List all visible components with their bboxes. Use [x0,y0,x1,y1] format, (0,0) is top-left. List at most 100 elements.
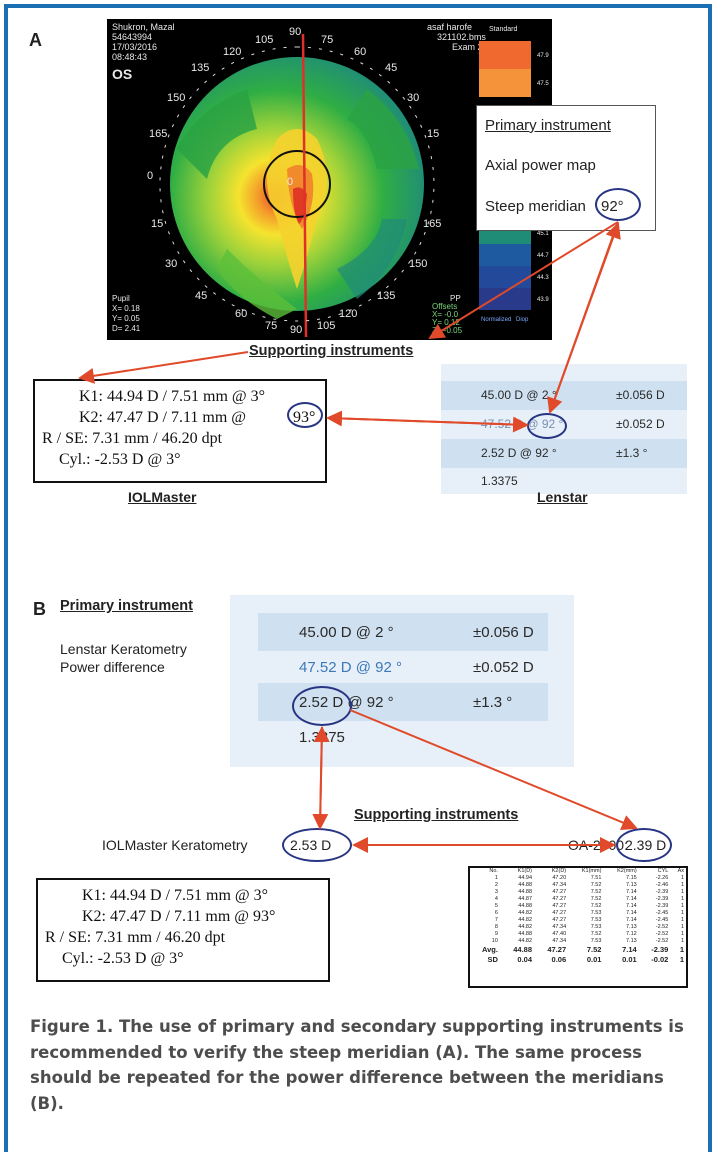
table-cell: 7.14 [625,889,637,895]
arrow-meridian-to-supporting [428,221,619,340]
lenstar-row1-right-a: ±0.056 D [616,388,665,402]
table-row: 8 44.82 47.34 7.53 7.13 -2.52 1 [470,924,686,931]
lenstar-label-a: Lenstar [537,489,588,505]
iolmaster-rse-a: R / SE: 7.31 mm / 46.20 dpt [42,430,223,447]
table-cell: 7.14 [625,917,637,923]
table-cell: 1 [680,889,684,895]
patient-id: 54643994 [112,32,152,42]
steep-meridian-line [301,33,308,338]
table-cell: 7 [494,917,498,923]
angle-label: 15 [151,218,163,230]
lenstar-row2-right-a: ±0.052 D [616,417,665,431]
table-cell: 7.51 [590,875,602,881]
table-cell: 44.82 [518,917,533,923]
table-cell: 7.12 [625,931,637,937]
arrow-supporting-to-iolmaster [78,351,249,384]
arrow-iolmaster-to-lenstar [327,416,529,433]
table-row: 9 44.88 47.40 7.52 7.12 -2.52 1 [470,931,686,938]
table-cell: 47.34 [552,882,567,888]
scale-value-1: 47.5 [537,81,549,87]
lenstar-panel-a: 45.00 D @ 2 ° ±0.056 D 47.52 D @ 92 ° ±0… [441,364,687,494]
table-cell: -2.39 [655,889,669,895]
table-cell: 1 [680,931,684,937]
steep-meridian-label: Steep meridian [485,198,586,215]
table-cell: 4 [494,896,498,902]
table-cell: 9 [494,931,498,937]
lenstar-row3-right-b: ±1.3 ° [473,694,513,711]
panel-b-letter: B [33,599,46,619]
table-cell: 1 [679,955,684,964]
table-cell: K2(D) [551,868,567,874]
table-cell: Ax [677,868,684,874]
primary-instrument-title: Primary instrument [485,117,611,134]
table-cell: 6 [494,910,498,916]
color-scale: Standard 47.9 47.5 45.1 44.7 44.3 43.9 N… [479,26,549,323]
table-cell: 44.88 [518,931,533,937]
table-row: 3 44.88 47.27 7.52 7.14 -2.39 1 [470,889,686,896]
angle-label: 45 [195,290,207,302]
table-cell: 44.82 [518,938,533,944]
exam-date: 17/03/2016 [112,42,157,52]
angle-label: 60 [354,46,366,58]
iolmaster-keratometry-label: IOLMaster Keratometry [102,837,248,853]
table-cell: 47.27 [552,896,567,902]
table-cell: 44.82 [518,924,533,930]
table-cell: 1 [680,910,684,916]
angle-label: 150 [167,92,185,104]
scale-footer-left: Normalized [481,317,511,323]
table-avg-row: Avg. 44.88 47.27 7.52 7.14 -2.39 1 [470,945,686,955]
scale-footer-right: Diop [516,317,529,323]
steep-meridian-circle [595,188,641,221]
table-cell: 47.27 [552,889,567,895]
pupil-label: Pupil [112,294,130,303]
table-cell: 44.88 [518,882,533,888]
patient-name: Shukron, Mazal [112,22,175,32]
lenstar-row2-right-b: ±0.052 D [473,659,534,676]
table-cell: 7.15 [625,875,637,881]
table-cell: 2 [494,882,498,888]
lenstar-row1-right-b: ±0.056 D [473,624,534,641]
angle-label: 120 [223,46,241,58]
scale-value-4: 44.3 [537,275,549,281]
table-cell: 7.52 [590,896,602,902]
table-cell: 10 [491,938,498,944]
table-cell: 7.14 [625,896,637,902]
table-cell: 1 [679,945,684,954]
angle-label: 150 [409,258,427,270]
table-header: No. K1(D) K2(D) K1(mm) K2(mm) CYL Ax [470,868,686,875]
iolmaster-k1-a: K1: 44.94 D / 7.51 mm @ 3° [79,388,266,405]
offset-z: Z= -0.05 [432,326,463,335]
axial-power-map-label: Axial power map [485,157,596,174]
pupil-d: D= 2.41 [112,324,141,333]
table-cell: 0.04 [517,955,533,964]
offset-y: Y= 0.12 [432,318,460,327]
angle-label: 135 [191,62,209,74]
angle-label: 30 [407,92,419,104]
oa2000-table-grid: No. K1(D) K2(D) K1(mm) K2(mm) CYL Ax 1 44.94 47.2… [470,868,686,965]
table-cell: -2.52 [655,931,669,937]
table-cell: 47.27 [552,903,567,909]
angle-label: 0 [147,170,153,182]
table-cell: 7.52 [586,945,602,954]
angle-label: 105 [255,34,273,46]
table-cell: K1(D) [517,868,533,874]
table-cell: 1 [680,924,684,930]
arrow-iolmaster-to-lenstar-b [313,726,330,829]
table-cell: -2.39 [655,903,669,909]
iolmaster-cyl-a: Cyl.: -2.53 D @ 3° [59,451,181,468]
pupil-circle [263,150,331,218]
table-cell: 47.40 [552,931,567,937]
table-cell: 44.88 [518,889,533,895]
angle-label: 30 [165,258,177,270]
table-row: 5 44.88 47.27 7.52 7.14 -2.39 1 [470,903,686,910]
table-row: 2 44.88 47.34 7.52 7.13 -2.46 1 [470,882,686,889]
table-cell: 0.01 [586,955,602,964]
angle-label: 165 [423,218,441,230]
table-row: 6 44.82 47.27 7.53 7.14 -2.45 1 [470,910,686,917]
lenstar-row3-left-a: 2.52 D @ 92 ° [481,446,557,460]
table-cell: 7.14 [625,903,637,909]
table-cell: 47.20 [552,875,567,881]
table-cell: 7.52 [590,882,602,888]
table-cell: 8 [494,924,498,930]
